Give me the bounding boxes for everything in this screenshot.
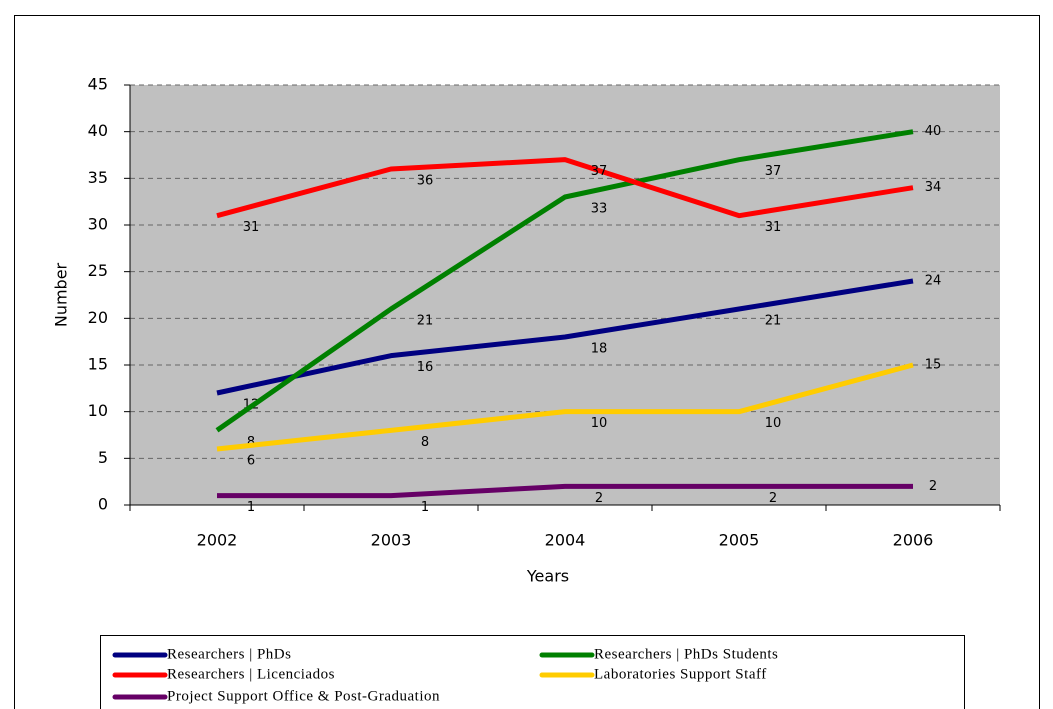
- series-line: [216, 362, 914, 452]
- legend-label: Researchers | PhDs: [167, 646, 291, 662]
- data-label: 1: [247, 500, 255, 515]
- y-tick-label: 35: [88, 168, 108, 187]
- data-label: 31: [243, 220, 260, 235]
- data-label: 40: [925, 124, 942, 139]
- legend-box: [100, 635, 965, 709]
- y-tick-label: 20: [88, 308, 108, 327]
- series-line: [216, 278, 914, 396]
- x-tick-label: 2005: [719, 531, 760, 550]
- legend-label: Researchers | PhDs Students: [594, 646, 778, 662]
- y-tick-label: 40: [88, 121, 108, 140]
- y-tick-label: 15: [88, 355, 108, 374]
- data-label: 34: [925, 180, 942, 195]
- legend-label: Researchers | Licenciados: [167, 666, 335, 682]
- legend-label: Laboratories Support Staff: [594, 666, 767, 682]
- data-label: 24: [925, 274, 942, 289]
- plot-area: [130, 85, 1000, 505]
- data-label: 18: [591, 342, 608, 357]
- y-axis-title: Number: [52, 262, 71, 327]
- data-label: 2: [595, 491, 603, 506]
- data-label: 36: [417, 174, 434, 189]
- data-label: 31: [765, 220, 782, 235]
- data-label: 16: [417, 360, 434, 375]
- x-axis-title: Years: [526, 567, 569, 586]
- data-label: 33: [591, 202, 608, 217]
- data-label: 37: [765, 164, 782, 179]
- data-label: 37: [591, 164, 608, 179]
- data-label: 21: [765, 314, 782, 329]
- x-tick-label: 2006: [893, 531, 934, 550]
- data-label: 10: [765, 416, 782, 431]
- y-tick-label: 10: [88, 401, 108, 420]
- x-tick-label: 2003: [371, 531, 412, 550]
- series-line: [217, 483, 913, 499]
- series-line: [215, 129, 914, 433]
- data-label: 1: [421, 500, 429, 515]
- y-tick-label: 45: [88, 75, 108, 94]
- data-label: 10: [591, 416, 608, 431]
- data-label: 8: [247, 435, 255, 450]
- chart-border: [14, 15, 1040, 709]
- data-label: 6: [247, 454, 255, 469]
- x-tick-label: 2002: [197, 531, 238, 550]
- series-line: [216, 157, 914, 219]
- y-tick-label: 0: [98, 495, 108, 514]
- data-label: 21: [417, 314, 434, 329]
- x-tick-label: 2004: [545, 531, 586, 550]
- data-label: 2: [769, 491, 777, 506]
- y-tick-label: 5: [98, 448, 108, 467]
- data-label: 2: [929, 479, 937, 494]
- y-tick-label: 30: [88, 215, 108, 234]
- legend-label: Project Support Office & Post-Graduation: [167, 688, 440, 704]
- data-label: 15: [925, 358, 942, 373]
- data-label: 8: [421, 435, 429, 450]
- y-tick-label: 25: [88, 261, 108, 280]
